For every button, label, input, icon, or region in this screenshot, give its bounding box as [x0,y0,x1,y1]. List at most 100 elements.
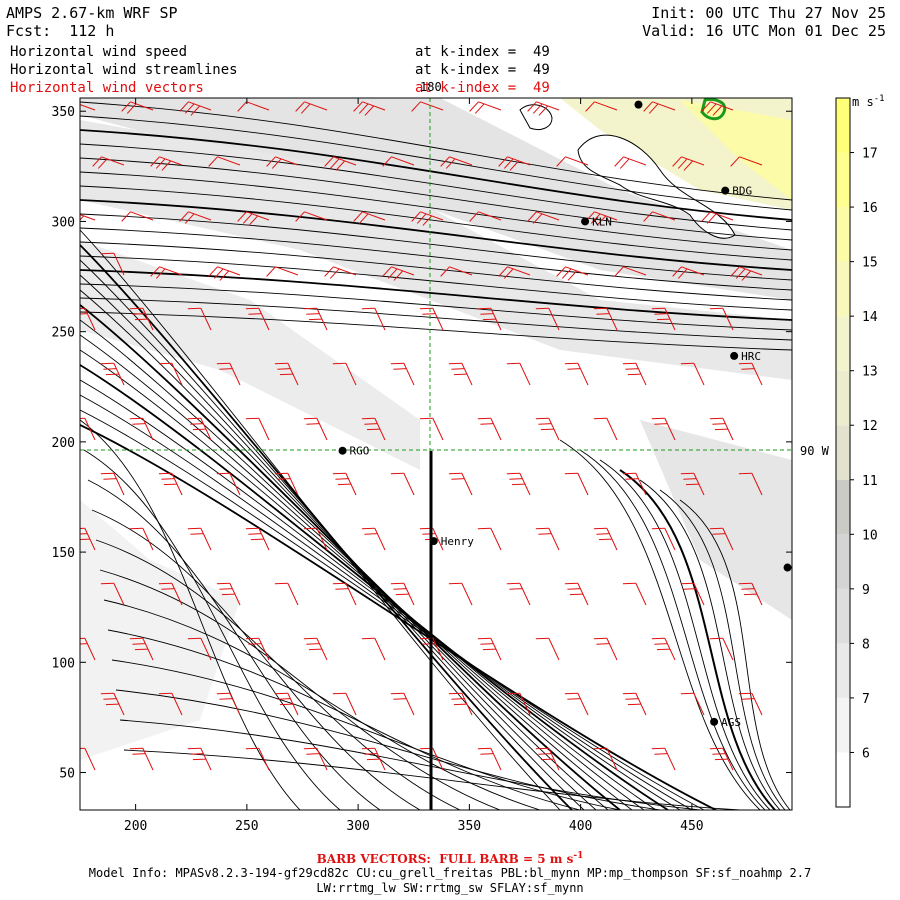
streamline [599,459,771,810]
colorbar-level-label: 9 [862,583,870,598]
colorbar-level-label: 8 [862,637,870,652]
x-tick-label: 300 [346,819,369,834]
speed-band [80,120,792,380]
wind-barb [477,747,502,771]
station-marker [710,717,719,726]
model-info: Model Info: MPASv8.2.3-194-gf29cd82c CU:… [88,866,812,880]
streamline [80,241,792,301]
wind-barb [680,582,705,606]
streamline [99,569,501,810]
wind-barb [498,156,531,171]
wind-barb [411,211,444,226]
wind-barb [651,747,676,771]
station-marker [634,100,643,109]
wind-barb [80,307,96,331]
wind-barb [237,101,270,112]
wind-barb [303,637,328,661]
wind-barb [324,156,357,171]
wind-barb [390,692,415,716]
wind-barb [208,266,241,281]
station-marker [581,217,590,226]
streamline [80,157,792,241]
wind-barb [440,156,473,169]
y-tick-label: 150 [52,546,75,561]
wind-barb [361,637,386,661]
wind-barb [245,527,270,551]
field-level-list: at k-index = 49 at k-index = 49 at k-ind… [415,43,550,97]
speed-band [640,420,792,620]
wind-barb [556,156,589,167]
wind-barb [266,266,299,277]
speed-band [80,98,792,300]
wind-barb [564,472,589,496]
wind-barb [237,211,270,226]
wind-barb [643,101,676,114]
streamline [87,479,381,810]
wind-barb [332,362,357,386]
wind-barb [651,637,676,661]
wind-barb [80,101,96,111]
field-name-speed: Horizontal wind speed [10,44,188,60]
field-level-streamlines: at k-index = 49 [415,62,550,78]
wind-barb [651,527,676,551]
wind-barb [535,747,560,771]
wind-barb [498,266,531,279]
wind-barb [216,362,241,386]
wind-barb [585,101,618,112]
streamline [679,499,791,810]
wind-barb [535,637,560,661]
speed-band [680,100,792,200]
wind-barb [738,582,763,606]
wind-barb [738,472,763,496]
wind-barb [556,266,589,281]
wind-barb [303,417,328,441]
colorbar-swatch [836,752,850,807]
streamline [80,227,792,291]
y-tick-label: 100 [52,656,75,671]
stations: BDG KLN HRC RGO Henry AGS [338,100,792,729]
streamline [80,171,792,251]
wind-barb [100,692,125,716]
wind-barb [709,527,734,551]
init-time: Init: 00 UTC Thu 27 Nov 25 [651,4,886,22]
wind-barb [187,417,212,441]
wind-barb [527,211,560,224]
wind-barb [361,527,386,551]
streamline [80,409,705,810]
colorbar-swatch [836,261,850,317]
wind-barb [477,637,502,661]
wind-barb [245,637,270,661]
streamline [80,319,633,810]
wind-barb [564,692,589,716]
model-physics: LW:rrtmg_lw SW:rrtmg_sw SFLAY:sf_mynn [316,881,584,895]
y-tick-label: 250 [52,326,75,341]
wind-barb [390,472,415,496]
colorbar-level-label: 17 [862,147,878,162]
speed-band [80,500,240,760]
y-tick-label: 50 [59,767,75,782]
colorbar-level-label: 13 [862,365,878,380]
wind-barb [622,582,647,606]
x-tick-label: 450 [680,819,703,834]
y-tick-label: 200 [52,436,75,451]
wind-barb [100,362,125,386]
streamline [80,185,792,261]
station-label: AGS [721,716,741,729]
streamline [579,449,766,810]
wind-barb [738,692,763,716]
colorbar-swatch [836,588,850,644]
wind-barb [622,692,647,716]
wind-barb [564,582,589,606]
field-list: Horizontal wind speed Horizontal wind st… [10,43,238,97]
station-marker [730,351,739,360]
wind-barb [158,472,183,496]
wind-barb [651,417,676,441]
station-marker [338,446,347,455]
wind-barb [179,211,212,224]
colorbar-level-label: 7 [862,692,870,707]
colorbar-swatch [836,207,850,262]
colorbar-frame [835,97,851,808]
wind-barb [274,472,299,496]
wind-barb [564,362,589,386]
wind-barb [361,747,386,771]
